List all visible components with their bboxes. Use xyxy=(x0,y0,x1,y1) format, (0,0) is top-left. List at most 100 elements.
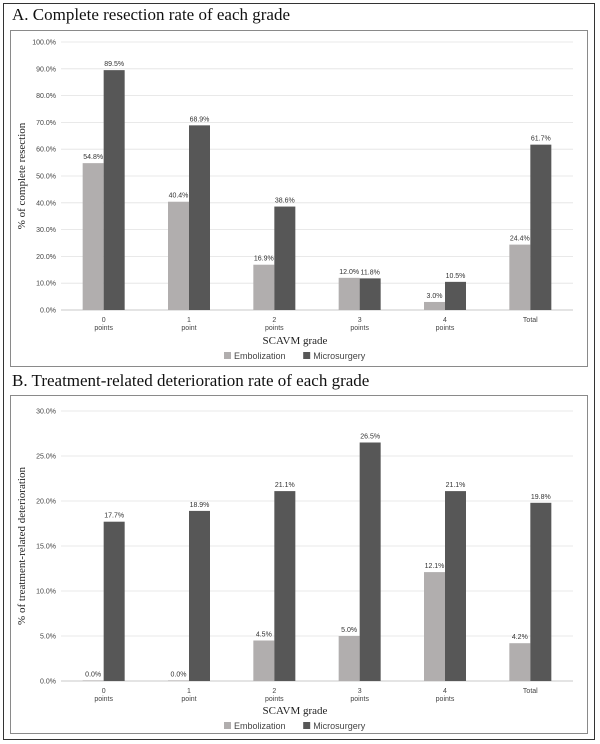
chart-a-data-label: 10.5% xyxy=(446,273,466,280)
chart-a-svg: 0.0% 10.0% 20.0% 30.0% 40.0% 50.0% 60.0% 70.0% 8… xyxy=(16,40,573,361)
chart-a-bar-microsurgery xyxy=(445,281,466,310)
chart-a-ytick-label: 80.0% xyxy=(36,93,56,100)
chart-a-bar-microsurgery xyxy=(359,278,381,310)
chart-a-category-label: point xyxy=(181,325,196,332)
chart-a-data-label: 16.9% xyxy=(254,256,274,263)
chart-b-bar-microsurgery xyxy=(445,491,466,681)
chart-b-category-label: 0 xyxy=(102,688,106,695)
chart-a-data-label: 54.8% xyxy=(83,154,103,161)
chart-b-bar-embolization xyxy=(82,680,104,681)
chart-b-bar-microsurgery xyxy=(530,502,552,681)
chart-b-x-axis-title: SCAVM grade xyxy=(263,705,328,717)
chart-a-data-label: 89.5% xyxy=(104,61,124,68)
chart-a-ytick-label: 70.0% xyxy=(36,120,56,127)
chart-b-bar-microsurgery xyxy=(274,491,296,681)
chart-b-bar-microsurgery xyxy=(359,442,381,681)
chart-b-legend-label: Microsurgery xyxy=(313,721,366,731)
chart-b-panel: 0.0% 5.0% 10.0% 15.0% 20.0% 25.0% 30.0% 0.0% 17.… xyxy=(10,395,588,734)
chart-b-ytick-label: 0.0% xyxy=(40,679,56,686)
chart-b-data-label: 4.2% xyxy=(512,634,528,641)
chart-b-data-label: 19.8% xyxy=(531,494,551,501)
chart-b-data-label: 21.1% xyxy=(446,482,466,489)
chart-b-data-label: 0.0% xyxy=(171,671,187,678)
chart-a-panel: 0.0% 10.0% 20.0% 30.0% 40.0% 50.0% 60.0% 70.0% 8… xyxy=(10,30,588,367)
chart-a-data-label: 3.0% xyxy=(427,293,443,300)
chart-b-bar-microsurgery xyxy=(103,521,125,681)
chart-a-ytick-label: 20.0% xyxy=(36,254,56,261)
chart-a-legend-swatch-microsurgery xyxy=(303,352,311,359)
chart-a-data-label: 12.0% xyxy=(339,269,359,276)
chart-b-title: B. Treatment-related deterioration rate … xyxy=(12,371,370,390)
chart-b-category-label: points xyxy=(94,696,113,703)
chart-a-category-label: points xyxy=(436,325,455,332)
chart-a-bar-microsurgery xyxy=(274,206,296,310)
chart-a-legend-swatch-embolization xyxy=(224,352,231,359)
chart-b-data-label: 5.0% xyxy=(341,627,357,634)
chart-a-ytick-label: 10.0% xyxy=(36,281,56,288)
chart-a-bar-embolization xyxy=(253,264,275,310)
chart-a-legend-label: Embolization xyxy=(234,351,286,361)
chart-a-ytick-label: 0.0% xyxy=(40,308,56,315)
chart-b-bar-embolization xyxy=(338,636,360,681)
chart-a-category-label: 4 xyxy=(443,317,447,324)
chart-b-data-label: 21.1% xyxy=(275,482,295,489)
chart-a-category-label: points xyxy=(265,325,284,332)
chart-a-bar-embolization xyxy=(338,277,360,310)
chart-a-data-label: 68.9% xyxy=(190,116,210,123)
chart-b-bar-embolization xyxy=(424,572,445,681)
chart-b-category-label: Total xyxy=(523,688,538,695)
chart-a-category-label: 0 xyxy=(102,317,106,324)
chart-b-ytick-label: 30.0% xyxy=(36,409,56,416)
chart-b-data-label: 12.1% xyxy=(425,563,445,570)
chart-a-ytick-label: 100.0% xyxy=(32,40,56,47)
chart-b-data-label: 4.5% xyxy=(256,632,272,639)
chart-b-category-label: 2 xyxy=(272,688,276,695)
chart-b-bar-embolization xyxy=(168,680,189,681)
chart-a-y-axis-title: % of complete resection xyxy=(16,122,28,229)
chart-b-svg: 0.0%5.0%10.0%15.0%20.0%25.0%30.0%0.0%17.… xyxy=(16,409,573,731)
chart-a-legend-label: Microsurgery xyxy=(313,351,366,361)
chart-a-category-label: points xyxy=(350,325,369,332)
chart-a-category-label: points xyxy=(94,325,113,332)
chart-a-data-label: 61.7% xyxy=(531,136,551,143)
chart-b-category-label: point xyxy=(181,696,196,703)
chart-b-ytick-label: 20.0% xyxy=(36,499,56,506)
chart-b-legend-label: Embolization xyxy=(234,721,286,731)
chart-b-bar-microsurgery xyxy=(189,510,210,681)
figure-frame xyxy=(3,3,595,740)
chart-b-bar-embolization xyxy=(253,640,275,681)
chart-b-ytick-label: 10.0% xyxy=(36,589,56,596)
chart-b-category-label: 1 xyxy=(187,688,191,695)
chart-b-data-label: 0.0% xyxy=(85,671,101,678)
chart-b-category-label: 4 xyxy=(443,688,447,695)
chart-b-data-label: 17.7% xyxy=(104,513,124,520)
chart-a-bar-microsurgery xyxy=(103,70,125,310)
chart-a-category-label: 1 xyxy=(187,317,191,324)
chart-b-category-label: 3 xyxy=(358,688,362,695)
chart-b-legend-swatch-microsurgery xyxy=(303,722,311,729)
chart-a-category-label: Total xyxy=(523,317,538,324)
chart-b-category-label: points xyxy=(350,696,369,703)
chart-a-bar-microsurgery xyxy=(189,125,210,311)
chart-a-ytick-label: 50.0% xyxy=(36,174,56,181)
chart-a-ytick-label: 60.0% xyxy=(36,147,56,154)
chart-b-data-label: 26.5% xyxy=(360,434,380,441)
chart-b-bar-embolization xyxy=(509,643,531,681)
chart-b-legend-swatch-embolization xyxy=(224,722,231,729)
chart-a-data-label: 24.4% xyxy=(510,236,530,243)
chart-a-data-label: 38.6% xyxy=(275,198,295,205)
chart-b-category-label: points xyxy=(265,696,284,703)
chart-a-category-label: 2 xyxy=(272,317,276,324)
chart-a-title: A. Complete resection rate of each grade xyxy=(12,5,291,24)
chart-a-x-axis-title: SCAVM grade xyxy=(263,335,328,347)
chart-a-ytick-label: 40.0% xyxy=(36,200,56,207)
chart-a-ytick-label: 90.0% xyxy=(36,66,56,73)
chart-a-category-label: 3 xyxy=(358,317,362,324)
chart-a-bar-embolization xyxy=(509,244,531,310)
chart-a-data-label: 40.4% xyxy=(169,193,189,200)
chart-a-bar-microsurgery xyxy=(530,144,552,310)
chart-a-bar-embolization xyxy=(424,301,445,310)
chart-a-bar-embolization xyxy=(168,201,189,310)
chart-b-category-label: points xyxy=(436,696,455,703)
chart-b-ytick-label: 25.0% xyxy=(36,454,56,461)
